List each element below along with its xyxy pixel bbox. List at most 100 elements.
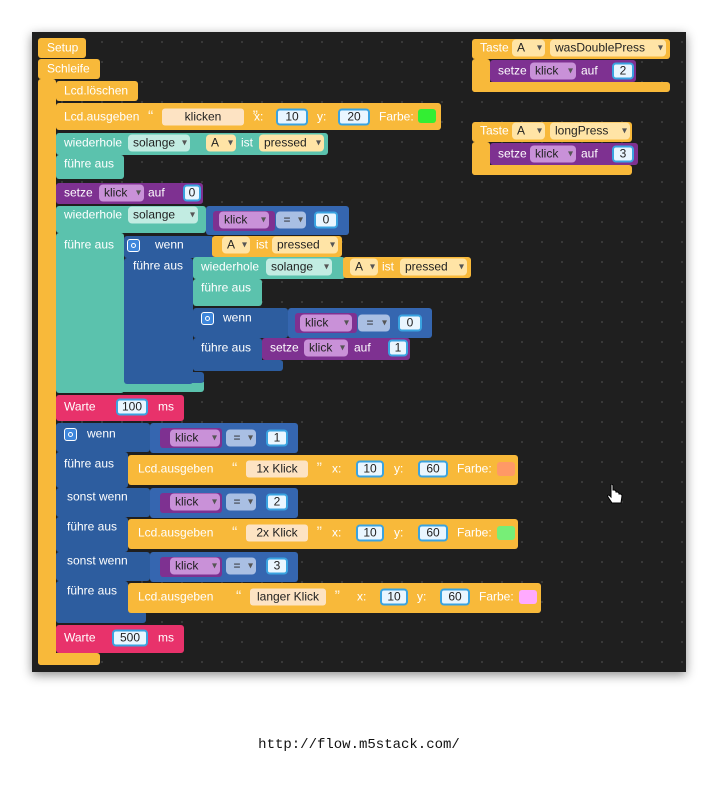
block[interactable] bbox=[497, 462, 515, 476]
dropdown[interactable]: A bbox=[206, 134, 236, 152]
number-field[interactable]: 10 bbox=[276, 108, 308, 126]
block[interactable] bbox=[56, 517, 128, 552]
number-field[interactable]: 1 bbox=[266, 429, 288, 447]
dropdown[interactable]: klick bbox=[300, 314, 352, 332]
mutator-icon[interactable] bbox=[127, 239, 140, 252]
number-field[interactable]: 60 bbox=[418, 460, 448, 478]
block-label: auf bbox=[354, 340, 371, 355]
block[interactable] bbox=[56, 233, 124, 393]
text-field[interactable]: 2x Klick bbox=[232, 524, 322, 542]
block[interactable] bbox=[56, 452, 128, 488]
number-field[interactable]: 3 bbox=[266, 557, 288, 575]
block[interactable] bbox=[38, 38, 86, 58]
block-label: wiederhole bbox=[201, 259, 260, 274]
number-field[interactable]: 20 bbox=[338, 108, 370, 126]
dropdown[interactable]: klick bbox=[99, 184, 144, 202]
block-label: setze bbox=[498, 146, 527, 161]
block[interactable] bbox=[472, 165, 632, 175]
dropdown[interactable]: A bbox=[512, 122, 545, 140]
number-field[interactable]: 10 bbox=[356, 460, 384, 478]
number-field[interactable]: 0 bbox=[398, 314, 422, 332]
block-label: führe aus bbox=[133, 258, 184, 273]
dropdown[interactable]: klick bbox=[170, 493, 220, 511]
block-label: ist bbox=[256, 237, 268, 252]
block-label: sonst wenn bbox=[67, 489, 128, 504]
dropdown[interactable]: pressed bbox=[400, 258, 467, 276]
dropdown[interactable]: = bbox=[276, 211, 306, 229]
dropdown[interactable]: klick bbox=[219, 211, 269, 229]
dropdown[interactable]: solange bbox=[128, 134, 190, 152]
number-field[interactable]: 10 bbox=[380, 588, 408, 606]
number-field[interactable]: 1 bbox=[388, 339, 408, 357]
dropdown[interactable]: = bbox=[226, 557, 256, 575]
block[interactable] bbox=[128, 519, 518, 549]
dropdown[interactable]: klick bbox=[304, 339, 348, 357]
dropdown[interactable]: solange bbox=[128, 206, 198, 224]
block[interactable] bbox=[56, 552, 150, 581]
block-label: führe aus bbox=[67, 519, 118, 534]
text-field[interactable]: 1x Klick bbox=[232, 460, 322, 478]
number-field[interactable]: 60 bbox=[418, 524, 448, 542]
block[interactable] bbox=[56, 103, 441, 130]
text-field[interactable]: langer Klick bbox=[236, 588, 340, 606]
block-label: ms bbox=[158, 630, 174, 645]
dropdown[interactable]: = bbox=[226, 493, 256, 511]
number-field[interactable]: 500 bbox=[112, 629, 148, 647]
block[interactable] bbox=[497, 526, 515, 540]
dropdown[interactable]: klick bbox=[530, 145, 576, 163]
block[interactable] bbox=[56, 488, 150, 517]
block-label: ist bbox=[382, 259, 394, 274]
block[interactable] bbox=[472, 82, 670, 92]
number-field[interactable]: 100 bbox=[116, 398, 148, 416]
dropdown[interactable]: klick bbox=[170, 429, 220, 447]
block-label: wenn bbox=[223, 310, 252, 325]
block-label: y: bbox=[394, 525, 404, 540]
dropdown[interactable]: pressed bbox=[272, 236, 338, 254]
block-label: Taste bbox=[480, 40, 509, 55]
mutator-icon[interactable] bbox=[64, 428, 77, 441]
block[interactable] bbox=[124, 258, 193, 384]
number-field[interactable]: 2 bbox=[266, 493, 288, 511]
block[interactable] bbox=[56, 81, 138, 101]
block-label: Farbe: bbox=[379, 109, 414, 124]
block[interactable] bbox=[38, 79, 56, 665]
block-label: führe aus bbox=[67, 583, 118, 598]
number-field[interactable]: 60 bbox=[440, 588, 470, 606]
text-field[interactable]: klicken bbox=[148, 108, 258, 126]
number-field[interactable]: 10 bbox=[356, 524, 384, 542]
block[interactable] bbox=[124, 236, 214, 258]
dropdown[interactable]: klick bbox=[170, 557, 220, 575]
block-label: Setup bbox=[47, 40, 79, 55]
number-field[interactable]: 2 bbox=[612, 62, 634, 80]
number-field[interactable]: 0 bbox=[314, 211, 338, 229]
block[interactable] bbox=[193, 360, 283, 371]
dropdown[interactable]: solange bbox=[266, 258, 332, 276]
block-label: Lcd.ausgeben bbox=[138, 525, 214, 540]
dropdown[interactable]: = bbox=[226, 429, 256, 447]
number-field[interactable]: 0 bbox=[183, 184, 201, 202]
block-label: Farbe: bbox=[479, 589, 514, 604]
dropdown[interactable]: wasDoublePress bbox=[550, 39, 666, 57]
mutator-icon[interactable] bbox=[201, 312, 214, 325]
block[interactable] bbox=[193, 279, 262, 306]
dropdown[interactable]: A bbox=[512, 39, 545, 57]
block[interactable] bbox=[418, 109, 436, 123]
dropdown[interactable]: klick bbox=[530, 62, 576, 80]
number-field[interactable]: 3 bbox=[612, 145, 634, 163]
dropdown[interactable]: = bbox=[358, 314, 390, 332]
block[interactable] bbox=[519, 590, 537, 604]
block-label: Warte bbox=[64, 630, 96, 645]
dropdown[interactable]: A bbox=[222, 236, 250, 254]
block[interactable] bbox=[38, 59, 100, 79]
dropdown[interactable]: pressed bbox=[259, 134, 324, 152]
block[interactable] bbox=[56, 155, 124, 179]
block-label: y: bbox=[394, 461, 404, 476]
dropdown[interactable]: A bbox=[350, 258, 378, 276]
dropdown[interactable]: longPress bbox=[550, 122, 630, 140]
block[interactable] bbox=[124, 372, 204, 383]
block-label: führe aus bbox=[64, 156, 115, 171]
block-label: Lcd.ausgeben bbox=[64, 109, 140, 124]
block[interactable] bbox=[56, 611, 146, 623]
block[interactable] bbox=[38, 653, 100, 665]
block[interactable] bbox=[128, 455, 518, 485]
